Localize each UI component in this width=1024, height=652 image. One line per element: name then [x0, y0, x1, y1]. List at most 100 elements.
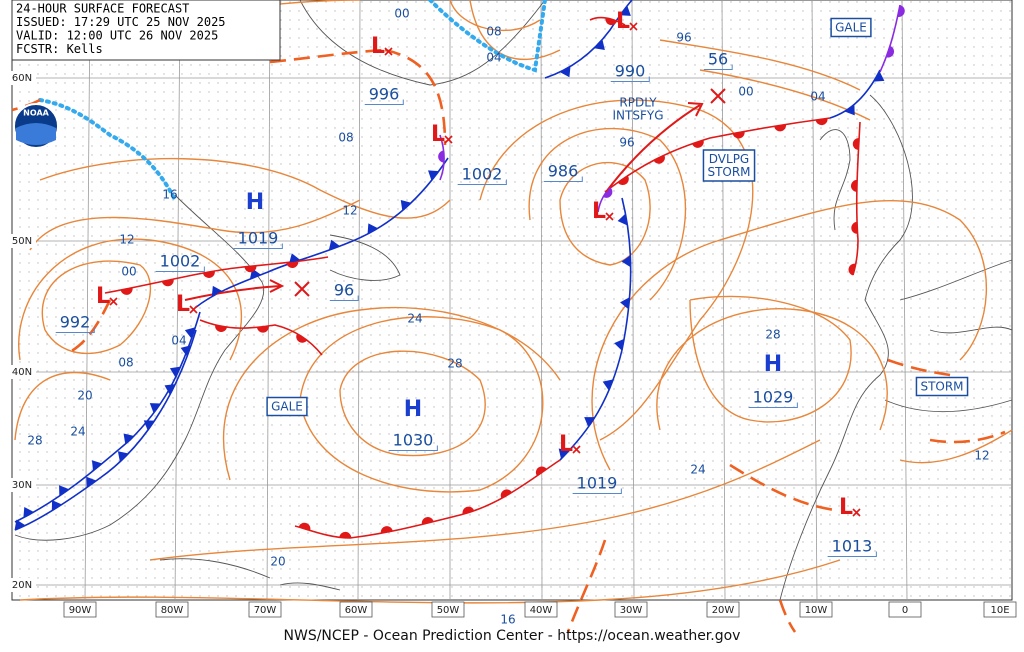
lat-label-box — [8, 365, 36, 379]
isobar-label: 12 — [974, 449, 989, 463]
pressure-label: 990 — [615, 62, 646, 81]
low-center — [852, 508, 861, 517]
longitude-label: 10W — [805, 605, 828, 616]
longitude-label: 0 — [902, 605, 908, 616]
latitude-label: 60N — [12, 73, 32, 84]
front-pip — [215, 324, 227, 333]
header-box — [11, 0, 281, 61]
pressure-label: 1029 — [753, 388, 794, 407]
low-center — [109, 297, 118, 306]
pressure-label: 996 — [369, 85, 400, 104]
low-center — [629, 22, 638, 31]
front-pip — [848, 263, 856, 276]
isobar-label: 16 — [500, 613, 515, 627]
isobar-label: 08 — [338, 131, 353, 145]
lat-label-box — [8, 71, 36, 85]
isobar-label: 08 — [118, 356, 133, 370]
front-pip — [462, 506, 475, 515]
pressure-underline — [155, 266, 205, 272]
front-pip — [886, 45, 895, 58]
lon-label-box — [706, 601, 740, 618]
low-symbol: L — [371, 34, 385, 59]
pressure-underline — [233, 243, 283, 249]
pressure-label: 992 — [60, 313, 91, 332]
cold-front-pip — [289, 253, 301, 264]
front-pip — [774, 124, 787, 132]
cold-front-pip — [180, 345, 192, 357]
warning-box — [702, 149, 756, 182]
warning-box — [915, 376, 969, 397]
map-area — [11, 0, 1013, 601]
cold-front-pip — [211, 285, 223, 297]
lon-label-box — [799, 601, 833, 618]
pressure-label: 1019 — [577, 474, 618, 493]
cold-front-pip — [23, 507, 34, 518]
footer: NWS/NCEP - Ocean Prediction Center - htt… — [284, 628, 741, 644]
header-line: 24-HOUR SURFACE FORECAST — [16, 2, 189, 16]
cold-front-pip — [602, 379, 614, 391]
warning-text: GALE — [271, 400, 303, 414]
front-pip — [339, 531, 352, 539]
low-center — [189, 305, 198, 314]
front-pip — [161, 279, 174, 287]
front-pip — [500, 489, 512, 499]
isobar-label: 96 — [676, 31, 691, 45]
pressure-label: 1013 — [832, 537, 873, 556]
warning-box — [266, 396, 308, 417]
pressure-underline — [703, 64, 733, 70]
motion-arrows — [184, 102, 704, 301]
longitude-label: 50W — [437, 605, 460, 616]
latitude-label: 40N — [12, 367, 32, 378]
cold-front-pip — [51, 500, 62, 511]
lon-label-box — [248, 601, 282, 618]
pressure-underline — [572, 488, 622, 494]
noaa-logo-wave — [16, 123, 56, 145]
isobar-label: 28 — [447, 357, 462, 371]
latitude-label: 20N — [12, 580, 32, 591]
warning-box — [830, 17, 872, 38]
lat-label-box — [8, 234, 36, 248]
cold-front-pip — [149, 403, 161, 414]
isobar-label: 00 — [738, 85, 753, 99]
low-center — [572, 445, 581, 454]
longitude-label: 10E — [990, 605, 1009, 616]
lon-label-box — [63, 601, 97, 618]
cold-front-pip — [164, 384, 176, 395]
cold-front-pip — [59, 485, 70, 497]
front-pip — [603, 187, 613, 198]
low-center — [605, 212, 614, 221]
logo-text: NOAA — [23, 109, 49, 118]
isobar-label: 00 — [121, 265, 136, 279]
front-pip — [380, 526, 393, 534]
cold-front-pip — [559, 66, 571, 78]
front-pip — [244, 265, 257, 273]
pressure-label: 1002 — [160, 252, 201, 271]
front-pip — [815, 118, 828, 126]
isobar-label: 20 — [77, 389, 92, 403]
pressure-label: 96 — [334, 281, 354, 300]
cold-front-pip — [844, 104, 855, 116]
front-pip — [286, 261, 299, 268]
front-pip — [298, 522, 311, 531]
high-symbol: H — [246, 190, 264, 215]
cold-front-pip — [584, 417, 595, 428]
isobar-label: 24 — [690, 463, 705, 477]
cold-front-pip — [328, 239, 341, 251]
lon-label-box — [431, 601, 465, 618]
pressure-underline — [388, 445, 438, 451]
longitude-label: 80W — [161, 605, 184, 616]
header-line: FCSTR: Kells — [16, 42, 103, 56]
front-pip — [535, 466, 547, 476]
cold-front-pip — [873, 71, 885, 82]
note-text: INTSFYG — [613, 109, 664, 123]
isobar-label: 12 — [119, 233, 134, 247]
front-pip — [617, 175, 629, 186]
low-center — [444, 135, 453, 144]
warning-text: STORM — [707, 165, 750, 179]
front-pip — [897, 5, 905, 17]
cold-front-pip — [123, 433, 135, 445]
high-symbol: H — [404, 397, 422, 422]
pressure-underline — [748, 402, 798, 408]
developing-low-x — [294, 281, 310, 297]
